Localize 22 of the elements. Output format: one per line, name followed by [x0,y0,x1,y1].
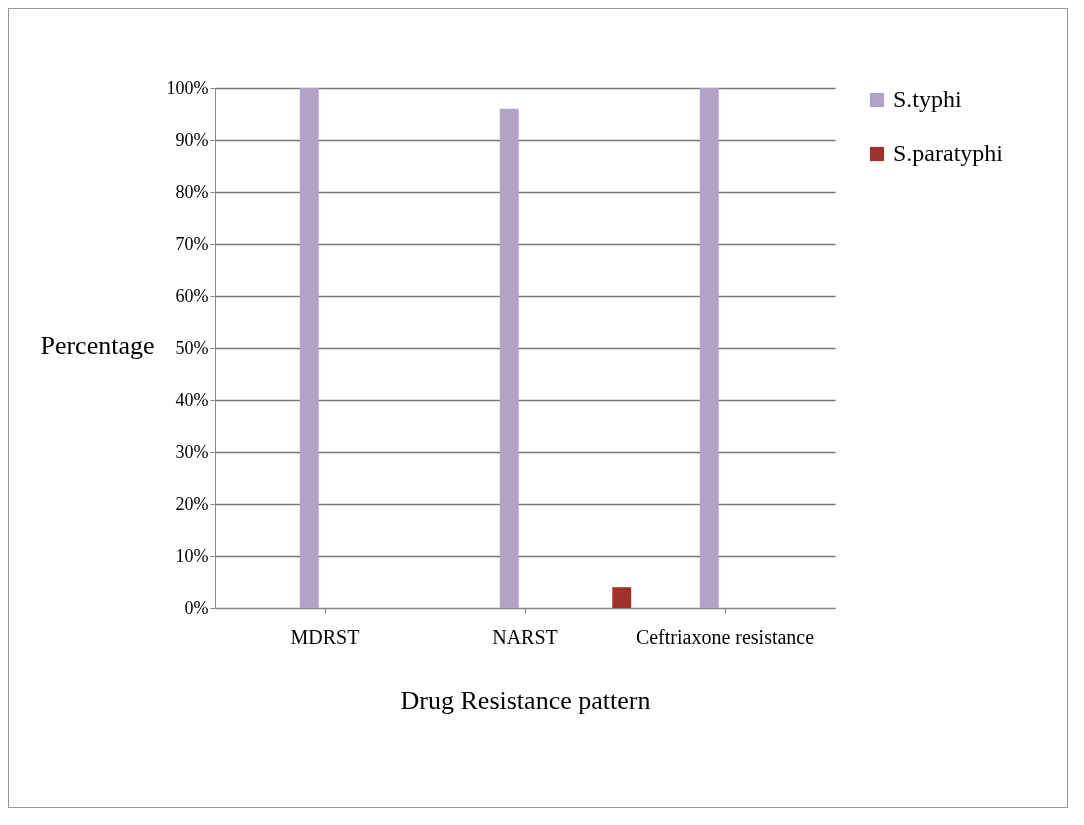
x-tick-label: MDRST [290,625,360,648]
legend-label: S.paratyphi [893,140,1004,166]
y-tick-label: 60% [175,285,209,306]
legend-label: S.typhi [893,86,963,112]
y-tick-label: 100% [166,77,209,98]
x-tick-label: NARST [492,625,558,648]
bar [612,587,632,608]
y-tick-label: 0% [184,597,209,618]
bar [299,88,319,608]
bar [499,108,519,608]
x-tick-label: Ceftriaxone resistance [635,625,815,648]
y-tick-label: 20% [175,493,209,514]
y-tick-label: 50% [175,337,209,358]
x-axis-title: Drug Resistance pattern [400,685,651,715]
y-tick-label: 40% [175,389,209,410]
y-tick-label: 70% [175,233,209,254]
bar [699,88,719,608]
y-tick-label: 10% [175,545,209,566]
y-axis-title: Percentage [40,330,155,360]
y-tick-label: 90% [175,129,209,150]
y-tick-label: 80% [175,181,209,202]
y-tick-label: 30% [175,441,209,462]
